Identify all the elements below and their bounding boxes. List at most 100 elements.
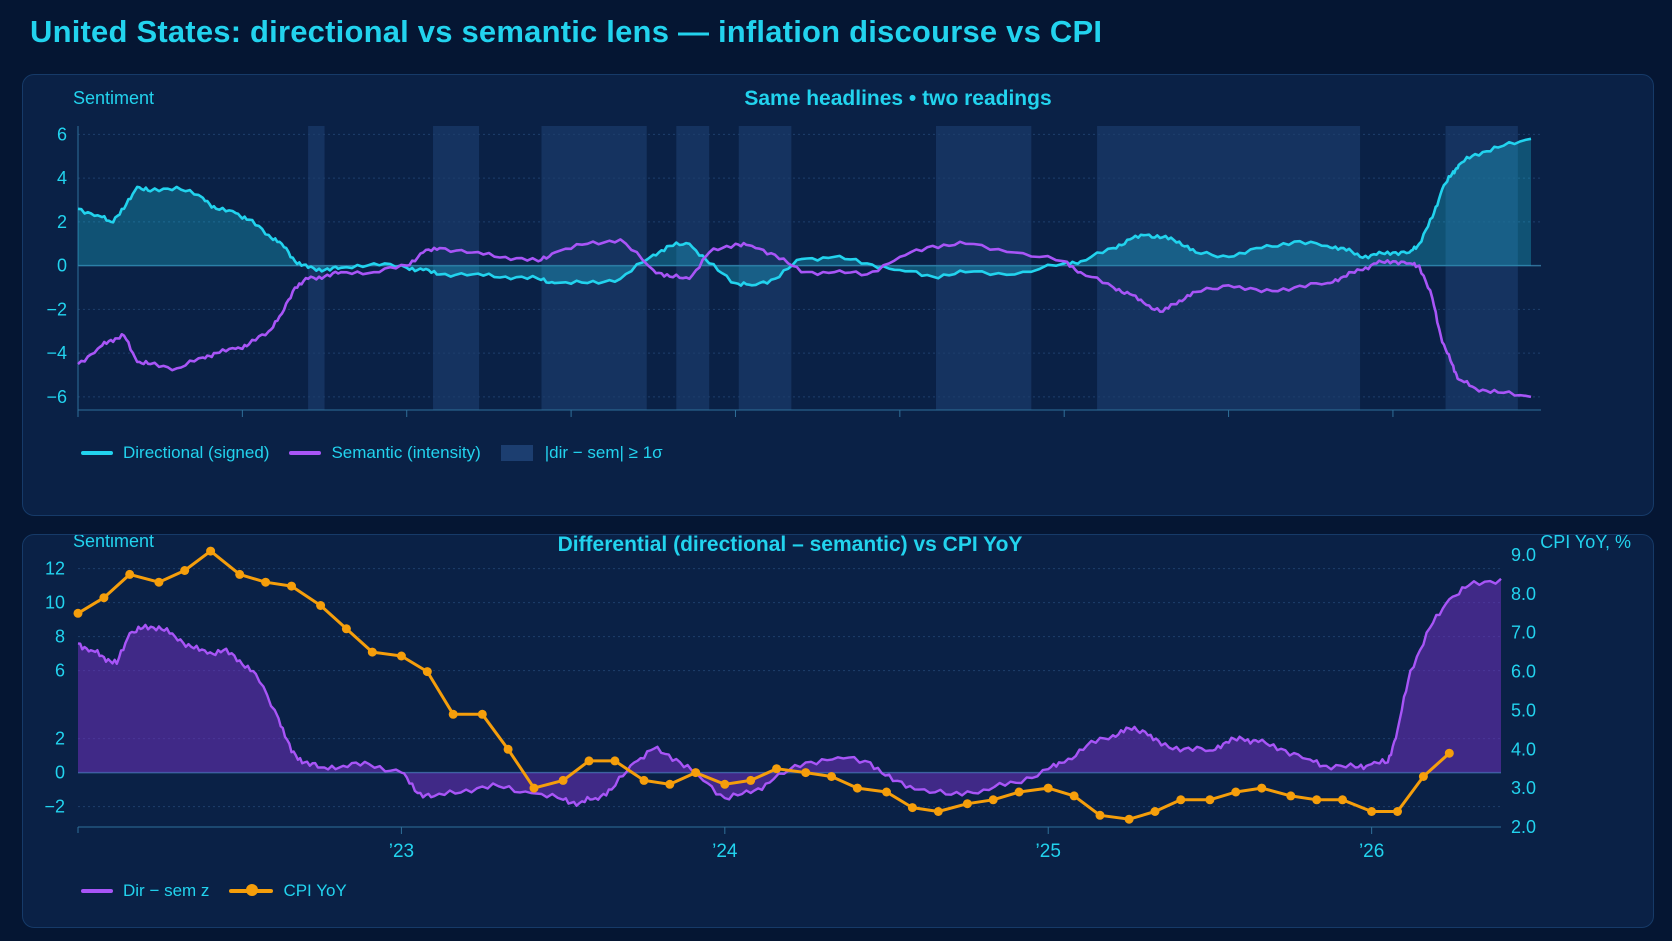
cpi-point xyxy=(691,768,701,778)
cpi-point xyxy=(852,783,862,793)
divergence-band xyxy=(676,126,710,410)
cpi-swatch xyxy=(229,884,274,896)
y-tick-label: 0 xyxy=(55,763,65,783)
page-title: United States: directional vs semantic l… xyxy=(30,14,1103,49)
differential-line xyxy=(77,577,1502,807)
y-tick-label: −6 xyxy=(46,387,67,407)
cpi-point xyxy=(422,667,432,677)
bottom-chart-title: Differential (directional – semantic) vs… xyxy=(557,534,1023,556)
cpi-point xyxy=(1286,791,1296,801)
bottom-y-axis-label: Sentiment xyxy=(73,534,155,551)
legend-item-semantic: Semantic (intensity) xyxy=(289,443,481,463)
cpi-point xyxy=(1176,795,1186,805)
x-tick-label: ’26 xyxy=(1359,841,1384,862)
cpi-point xyxy=(720,779,730,789)
cpi-point xyxy=(448,709,458,719)
top-chart-panel: Sentiment Same headlines • two readings … xyxy=(22,74,1654,516)
cpi-point xyxy=(154,577,164,587)
semantic-line xyxy=(77,238,1532,399)
divergence-band xyxy=(935,126,1032,410)
right-y-tick-label: 3.0 xyxy=(1511,778,1536,798)
cpi-point xyxy=(206,546,216,556)
cpi-point xyxy=(1444,748,1454,758)
bottom-right-y-axis-label: CPI YoY, % xyxy=(1540,534,1631,552)
divergence-band xyxy=(1445,126,1518,410)
top-y-axis-label: Sentiment xyxy=(73,88,155,108)
cpi-point xyxy=(1124,814,1134,824)
y-tick-label: 10 xyxy=(45,593,65,613)
differential-area xyxy=(78,578,1501,806)
y-tick-label: −4 xyxy=(46,343,67,363)
y-tick-label: 0 xyxy=(57,256,67,276)
y-tick-label: −2 xyxy=(44,797,65,817)
cpi-point xyxy=(1367,807,1377,816)
cpi-point xyxy=(558,775,568,785)
divergence-band xyxy=(541,126,647,410)
legend-label-cpi: CPI YoY xyxy=(283,881,347,900)
cpi-point xyxy=(988,795,998,805)
semantic-swatch xyxy=(289,451,322,455)
right-y-tick-label: 7.0 xyxy=(1511,623,1536,643)
cpi-point xyxy=(1150,807,1160,816)
x-tick-label: ’25 xyxy=(1036,841,1061,862)
top-chart-title: Same headlines • two readings xyxy=(744,87,1052,110)
cpi-point xyxy=(610,756,620,766)
legend-label-directional: Directional (signed) xyxy=(123,443,270,462)
cpi-point xyxy=(1231,787,1241,797)
y-tick-label: 2 xyxy=(57,212,67,232)
legend-item-directional: Directional (signed) xyxy=(81,443,269,463)
x-tick-label: ’23 xyxy=(389,841,414,862)
cpi-point xyxy=(1257,783,1267,793)
legend-item-band: |dir − sem| ≥ 1σ xyxy=(500,443,663,463)
cpi-point xyxy=(99,593,109,603)
divergence-band xyxy=(738,126,792,410)
cpi-point xyxy=(1069,791,1079,801)
divergence-band xyxy=(433,126,480,410)
band-swatch xyxy=(500,445,533,461)
cpi-point xyxy=(180,566,190,575)
right-y-tick-label: 5.0 xyxy=(1511,700,1536,720)
right-y-tick-label: 6.0 xyxy=(1511,662,1536,682)
top-legend: Directional (signed) Semantic (intensity… xyxy=(81,443,683,463)
cpi-point xyxy=(584,756,594,766)
cpi-point xyxy=(1205,795,1215,805)
cpi-point xyxy=(396,651,406,661)
y-tick-label: 2 xyxy=(55,729,65,749)
bottom-legend: Dir − sem z CPI YoY xyxy=(81,881,367,901)
cpi-point xyxy=(1393,807,1402,816)
cpi-point xyxy=(235,569,245,579)
y-tick-label: 8 xyxy=(55,627,65,647)
legend-item-differential: Dir − sem z xyxy=(81,881,209,901)
cpi-point xyxy=(341,624,351,634)
cpi-point xyxy=(1338,795,1347,805)
legend-item-cpi: CPI YoY xyxy=(229,881,347,901)
bottom-chart-panel: Sentiment Differential (directional – se… xyxy=(22,534,1654,928)
cpi-point xyxy=(261,577,271,587)
directional-area xyxy=(78,138,1531,286)
right-y-tick-label: 8.0 xyxy=(1511,584,1536,604)
top-chart-svg: 6 4 2 0 −2 −4 −6 xyxy=(46,124,1541,417)
cpi-point xyxy=(962,799,972,809)
y-tick-label: 6 xyxy=(57,124,67,144)
cpi-point xyxy=(73,608,83,618)
cpi-point xyxy=(665,779,675,789)
y-tick-label: −2 xyxy=(46,299,67,319)
cpi-point xyxy=(316,601,326,610)
cpi-point xyxy=(1418,772,1428,781)
cpi-point xyxy=(882,787,891,797)
cpi-point xyxy=(907,803,917,813)
divergence-band xyxy=(1097,126,1361,410)
cpi-point xyxy=(1014,787,1024,797)
y-tick-label: 6 xyxy=(55,661,65,681)
y-tick-label: 12 xyxy=(45,559,65,579)
y-tick-label: 4 xyxy=(57,168,67,188)
directional-line xyxy=(77,137,1532,287)
cpi-point xyxy=(933,807,943,816)
legend-label-differential: Dir − sem z xyxy=(123,881,210,900)
cpi-point xyxy=(772,764,782,774)
cpi-point xyxy=(125,569,135,579)
divergence-band xyxy=(308,126,325,410)
cpi-point xyxy=(801,768,811,778)
right-y-tick-label: 4.0 xyxy=(1511,739,1536,759)
directional-swatch xyxy=(81,451,113,455)
